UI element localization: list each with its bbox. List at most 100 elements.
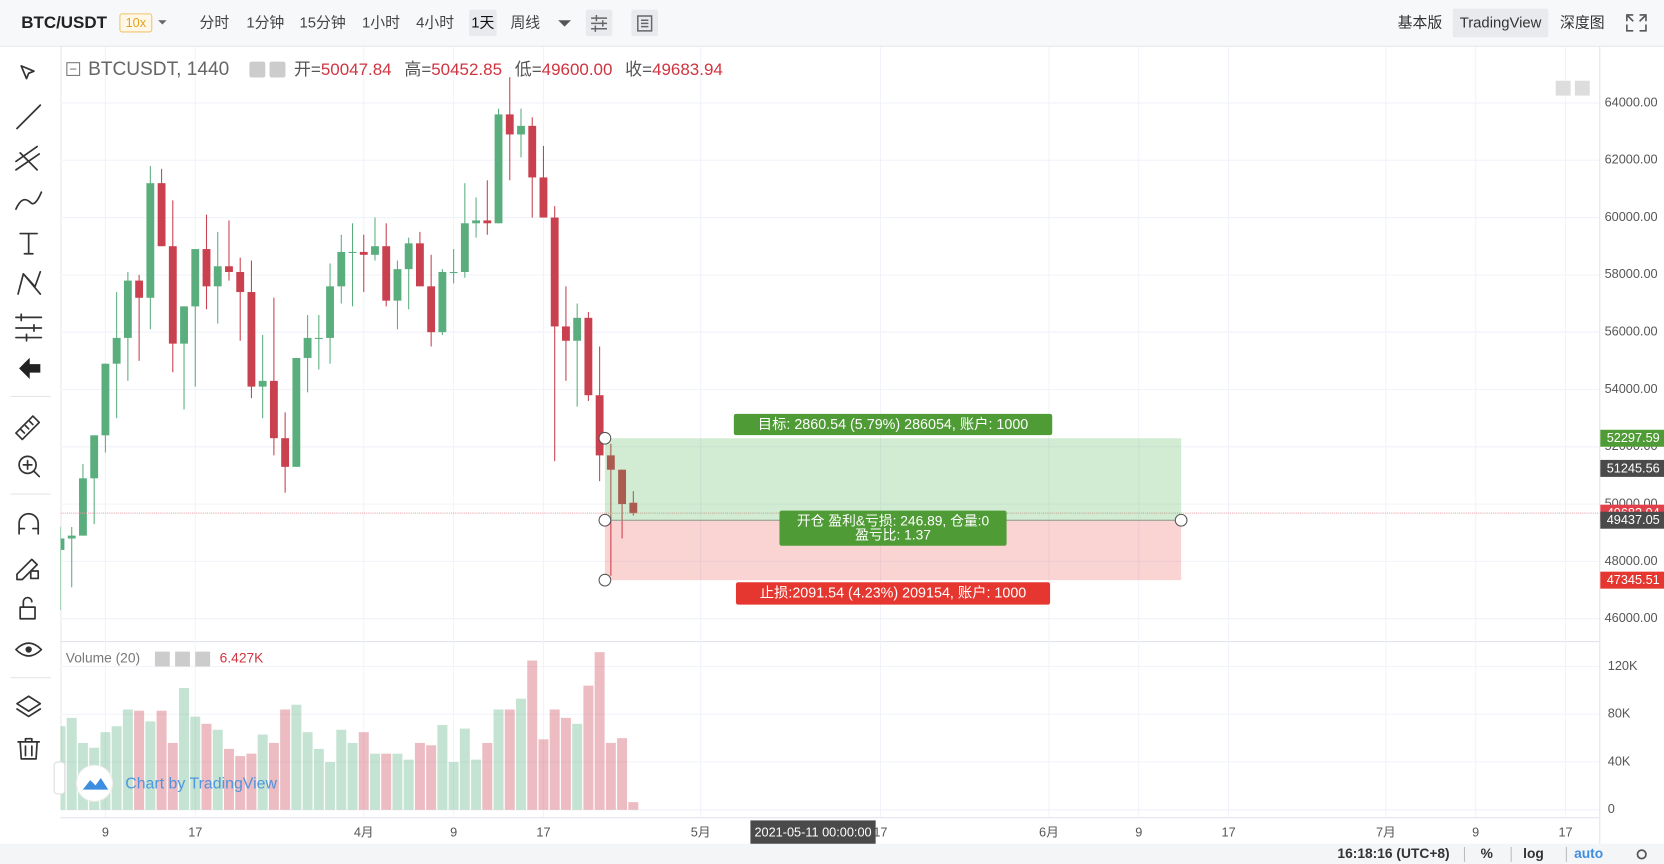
candle-body [90,435,99,479]
prediction-tool[interactable] [15,313,43,342]
price-axis-label-bg [1600,571,1664,589]
collapse-legend[interactable] [66,62,81,76]
candle-body [191,249,200,307]
visibility-tool[interactable] [15,642,43,657]
cursor-tool[interactable] [20,65,35,80]
view[interactable]: TradingView [1460,15,1542,31]
volume-bar [605,742,616,810]
candle-body [112,337,121,364]
candle-body [157,183,166,247]
volume-bar [66,717,77,810]
x-tick-label: 17 [188,825,202,840]
crosshair-date: 2021-05-11 00:00:00 [754,825,871,840]
legend-value: 49600.00 [542,61,613,80]
collapse-toolbar[interactable] [53,761,66,795]
magnet-tool[interactable] [18,512,40,535]
x-tick-label: 4月 [354,825,374,840]
position-handle[interactable] [1174,513,1188,527]
x-tick-label: 9 [1472,825,1479,840]
more-intervals[interactable] [558,20,571,27]
candle-body [180,306,188,344]
volume-bar [426,745,437,810]
view[interactable]: 基本版 [1398,14,1443,31]
brush-tool[interactable] [15,191,43,210]
volume-buttons[interactable] [154,651,211,667]
interval[interactable]: 4小时 [416,14,454,31]
x-tick-label: 17 [1222,825,1236,840]
volume-bar [325,762,336,810]
status-option[interactable]: auto [1574,846,1603,861]
pattern-tool[interactable] [17,270,42,295]
fib-tool[interactable] [15,145,41,171]
candle-body [494,114,503,224]
candle-body [438,271,447,333]
y-tick-label: 60000.00 [1605,209,1658,224]
candle-body [472,220,480,224]
pane-buttons[interactable] [1555,80,1590,96]
y-tick-label: 54000.00 [1605,381,1658,396]
interval[interactable]: 1分钟 [246,14,284,31]
volume-bar [594,652,605,810]
fullscreen[interactable] [1626,14,1647,32]
hide-toolbar[interactable] [19,357,41,379]
unlock-tool[interactable] [19,596,36,620]
price-axis-label: 47345.51 [1607,572,1660,587]
settings[interactable] [1636,849,1647,860]
y-tick-label: 58000.00 [1605,266,1658,281]
candle-body [135,280,144,298]
leverage[interactable]: 10x [126,15,147,30]
legend-settings[interactable] [269,61,286,78]
interval[interactable]: 15分钟 [300,14,346,31]
volume-title: Volume (20) [66,651,140,666]
candle-body [618,469,627,505]
volume-bar [111,726,122,810]
indicator-icon [591,14,608,32]
candle-body [539,177,548,218]
volume-bar [381,753,392,810]
watermark: Chart by TradingView [125,776,277,793]
legend-symbol: BTCUSDT, 1440 [88,59,229,80]
interval-selected [469,9,497,37]
candle-body [382,246,391,301]
position-handle[interactable] [598,431,612,445]
lock-drawings[interactable] [16,558,40,581]
candle-body [483,220,492,224]
volume-bar [167,742,178,810]
volume-bar [280,709,291,810]
zoom-tool[interactable] [18,455,37,475]
symbol[interactable]: BTC/USDT [21,13,107,32]
interval[interactable]: 1天 [471,15,494,31]
volume-bar [628,802,639,810]
ruler-tool[interactable] [15,415,41,441]
leverage-badge[interactable] [119,13,153,33]
drawing-tools [10,65,51,760]
symbol-dropdown[interactable] [158,20,167,25]
status-option[interactable]: % [1481,846,1493,861]
trend-line-tool[interactable] [16,104,42,130]
position-handle[interactable] [598,573,612,587]
position-handle[interactable] [598,513,612,527]
interval[interactable]: 周线 [510,14,540,31]
candle-body [168,246,177,344]
interval[interactable]: 1小时 [362,14,400,31]
volume-bar [459,728,470,810]
volume-tick-label: 0 [1608,801,1615,816]
legend-label: 高= [404,61,431,80]
view[interactable]: 深度图 [1560,14,1605,31]
candle-body [67,535,76,539]
text-tool[interactable] [19,232,38,255]
layers-tool[interactable] [16,695,42,718]
status-option[interactable]: log [1523,846,1544,861]
candle-body [213,266,222,287]
crosshair-date-bg [750,820,876,844]
volume-bar [414,742,425,810]
delete-tool[interactable] [17,737,41,760]
candle-body [60,538,65,550]
interval[interactable]: 分时 [200,14,230,31]
legend-ohlc: 开=50047.84 高=50452.85 低=49600.00 收=49683.94 [294,61,723,80]
x-tick-label: 9 [102,825,109,840]
legend-eye[interactable] [249,61,266,78]
volume-bar [538,739,549,810]
legend-label: 开= [294,61,321,80]
stop-label-bg [735,582,1051,605]
